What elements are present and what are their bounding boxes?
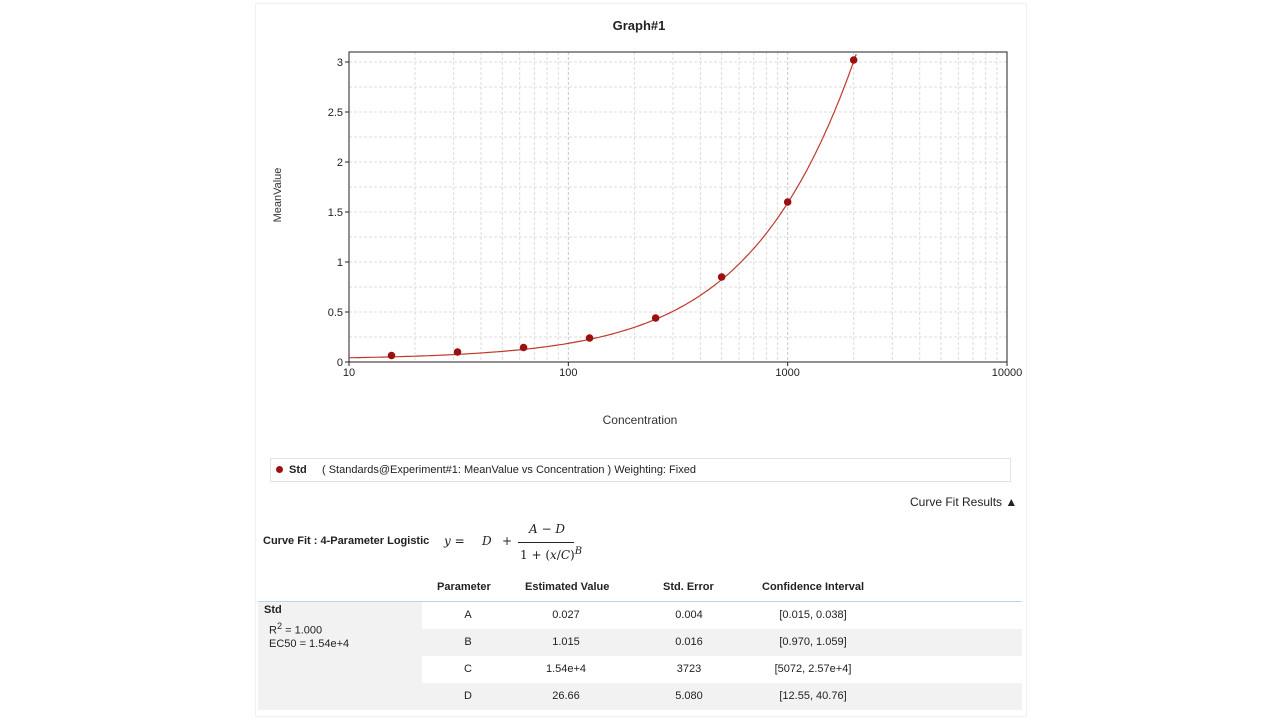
y-tick-label: 0: [337, 357, 343, 369]
y-tick-label: 1.5: [328, 207, 343, 219]
data-point: [454, 348, 462, 356]
chart-title: Graph#1: [613, 18, 666, 33]
group-name: Std: [264, 604, 282, 616]
y-tick-label: 2.5: [328, 107, 343, 119]
y-tick-label: 1: [337, 257, 343, 269]
header-estimated-value: Estimated Value: [525, 581, 609, 593]
fit-formula: y = D + A − D 1 + (x/C)B: [444, 520, 584, 568]
ec50: EC50 = 1.54e+4: [269, 638, 349, 650]
table-row: D 26.66 5.080 [12.55, 40.76]: [422, 683, 1022, 710]
formula-numerator: A − D: [529, 522, 565, 536]
legend-series-name: Std: [289, 459, 307, 481]
y-tick-label: 0.5: [328, 307, 343, 319]
x-tick-label: 100: [559, 367, 577, 379]
x-tick-label: 10: [343, 367, 355, 379]
data-point: [586, 334, 594, 342]
data-point: [850, 56, 858, 64]
y-tick-label: 2: [337, 157, 343, 169]
grid: [349, 52, 1007, 362]
data-point: [388, 352, 396, 360]
chart: Graph#1 10 100 1000 10000 0 0.5 1 1.5 2 2.5 3 Conc…: [0, 0, 1280, 460]
table-row: C 1.54e+4 3723 [5072, 2.57e+4]: [422, 656, 1022, 683]
data-point: [652, 314, 660, 322]
y-axis-label: MeanValue: [272, 168, 284, 223]
data-point: [718, 273, 726, 281]
data-point: [520, 344, 528, 352]
legend-description: ( Standards@Experiment#1: MeanValue vs C…: [322, 459, 696, 481]
formula-plus: +: [502, 534, 512, 548]
group-summary: Std R2 = 1.000 EC50 = 1.54e+4: [258, 602, 422, 710]
x-tick-label: 1000: [775, 367, 799, 379]
legend: Std ( Standards@Experiment#1: MeanValue …: [270, 458, 1011, 482]
x-axis-label: Concentration: [603, 413, 678, 427]
header-parameter: Parameter: [437, 581, 491, 593]
table-row: B 1.015 0.016 [0.970, 1.059]: [422, 629, 1022, 656]
data-point: [784, 198, 792, 206]
formula-fraction-bar: [518, 542, 574, 543]
header-confidence-interval: Confidence Interval: [762, 581, 864, 593]
curve-fit-label: Curve Fit : 4-Parameter Logistic: [263, 535, 429, 547]
y-tick-label: 3: [337, 57, 343, 69]
x-tick-label: 10000: [992, 367, 1023, 379]
header-std-error: Std. Error: [663, 581, 714, 593]
ticks: 10 100 1000 10000 0 0.5 1 1.5 2 2.5 3: [328, 57, 1023, 379]
formula-denominator: 1 + (x/C)B: [520, 546, 582, 562]
data-points: [388, 56, 858, 359]
formula-d: D: [482, 534, 492, 548]
curve-fit-results-toggle[interactable]: Curve Fit Results ▲: [910, 495, 1017, 509]
plot-area: [349, 52, 1007, 362]
formula-lhs: y =: [444, 534, 465, 548]
r-squared: R2 = 1.000: [269, 621, 322, 637]
table-row: A 0.027 0.004 [0.015, 0.038]: [422, 602, 1022, 629]
legend-marker: [276, 466, 283, 473]
